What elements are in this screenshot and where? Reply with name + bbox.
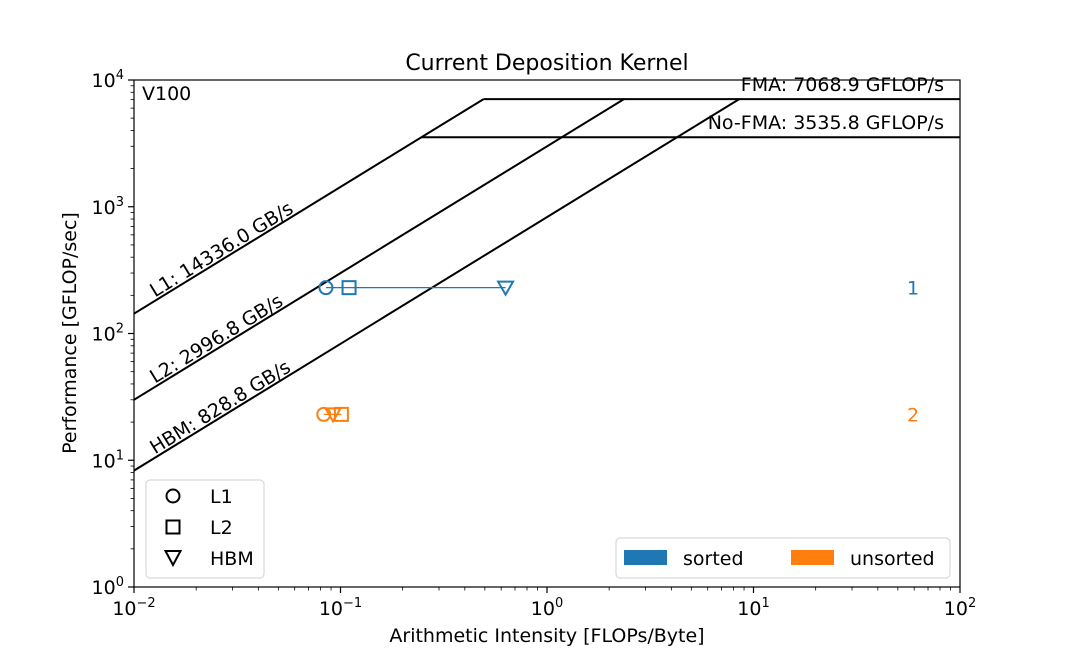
point-sorted-l2: [341, 280, 357, 296]
point-unsorted-hbm: [323, 407, 343, 424]
legend-unsorted-swatch: [791, 550, 834, 565]
y-tick-label-4: 104: [92, 68, 124, 92]
y-tick-label-2: 102: [92, 322, 124, 346]
marker-legend: L1 L2 HBM: [145, 479, 265, 579]
y-tick-label-0: 100: [92, 575, 124, 599]
x-tick-label-0: 10−2: [112, 596, 155, 620]
chart-title: Current Deposition Kernel: [405, 51, 688, 76]
series-id-label-sorted: 1: [907, 278, 919, 300]
y-tick-label-1: 101: [92, 448, 124, 472]
series-id-label-unsorted: 2: [907, 404, 919, 426]
legend-l2-label: L2: [210, 517, 233, 539]
x-tick-label-2: 100: [531, 596, 563, 620]
compute-ceiling-label-2: No-FMA: 3535.8 GFLOP/s: [708, 112, 944, 134]
memory-ceiling-label-l1: L1: 14336.0 GB/s: [146, 197, 297, 301]
point-sorted-l1: [318, 280, 334, 296]
y-axis-label: Performance [GFLOP/sec]: [59, 212, 81, 454]
x-tick-label-1: 10−1: [319, 596, 362, 620]
memory-ceiling-l1: [134, 98, 485, 315]
device-label: V100: [142, 83, 191, 105]
legend-l1-marker: [165, 488, 181, 504]
point-sorted-hbm: [496, 280, 515, 297]
x-tick-label-3: 101: [737, 596, 769, 620]
series-legend: sorted unsorted: [615, 537, 951, 579]
legend-hbm-marker: [163, 550, 183, 568]
y-tick-label-3: 103: [92, 195, 124, 219]
series-legend-box: [615, 537, 951, 579]
legend-sorted-label: sorted: [683, 548, 744, 570]
memory-ceiling-hbm: [134, 98, 740, 472]
legend-hbm-label: HBM: [210, 548, 254, 570]
legend-sorted-swatch: [624, 550, 667, 565]
compute-ceiling-label-1: FMA: 7068.9 GFLOP/s: [741, 74, 944, 96]
legend-l2-marker: [165, 519, 181, 535]
point-unsorted-l1: [316, 406, 332, 422]
legend-l1-label: L1: [210, 486, 233, 508]
legend-unsorted-label: unsorted: [850, 548, 935, 570]
x-axis-label: Arithmetic Intensity [FLOPs/Byte]: [389, 625, 704, 647]
marker-legend-box: [145, 479, 265, 579]
x-tick-label-4: 102: [944, 596, 976, 620]
memory-ceiling-l2: [134, 98, 625, 401]
